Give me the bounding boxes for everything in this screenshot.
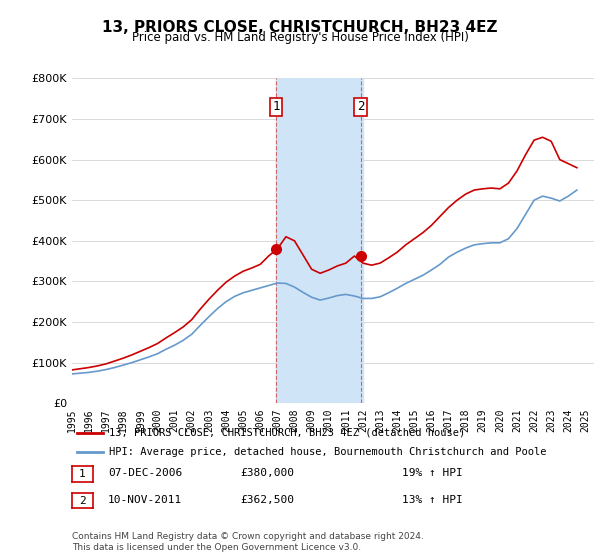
Text: 19% ↑ HPI: 19% ↑ HPI <box>402 468 463 478</box>
Text: 13, PRIORS CLOSE, CHRISTCHURCH, BH23 4EZ (detached house): 13, PRIORS CLOSE, CHRISTCHURCH, BH23 4EZ… <box>109 428 465 437</box>
Text: Contains HM Land Registry data © Crown copyright and database right 2024.
This d: Contains HM Land Registry data © Crown c… <box>72 532 424 552</box>
Text: 1: 1 <box>272 100 280 113</box>
Text: 13% ↑ HPI: 13% ↑ HPI <box>402 495 463 505</box>
Text: £380,000: £380,000 <box>240 468 294 478</box>
Text: 10-NOV-2011: 10-NOV-2011 <box>108 495 182 505</box>
Text: HPI: Average price, detached house, Bournemouth Christchurch and Poole: HPI: Average price, detached house, Bour… <box>109 447 546 457</box>
Text: £362,500: £362,500 <box>240 495 294 505</box>
Text: 07-DEC-2006: 07-DEC-2006 <box>108 468 182 478</box>
Text: 1: 1 <box>79 469 86 479</box>
Text: 2: 2 <box>79 496 86 506</box>
Text: 2: 2 <box>357 100 364 113</box>
Text: 13, PRIORS CLOSE, CHRISTCHURCH, BH23 4EZ: 13, PRIORS CLOSE, CHRISTCHURCH, BH23 4EZ <box>102 20 498 35</box>
Text: Price paid vs. HM Land Registry's House Price Index (HPI): Price paid vs. HM Land Registry's House … <box>131 31 469 44</box>
Bar <box>275 78 363 403</box>
